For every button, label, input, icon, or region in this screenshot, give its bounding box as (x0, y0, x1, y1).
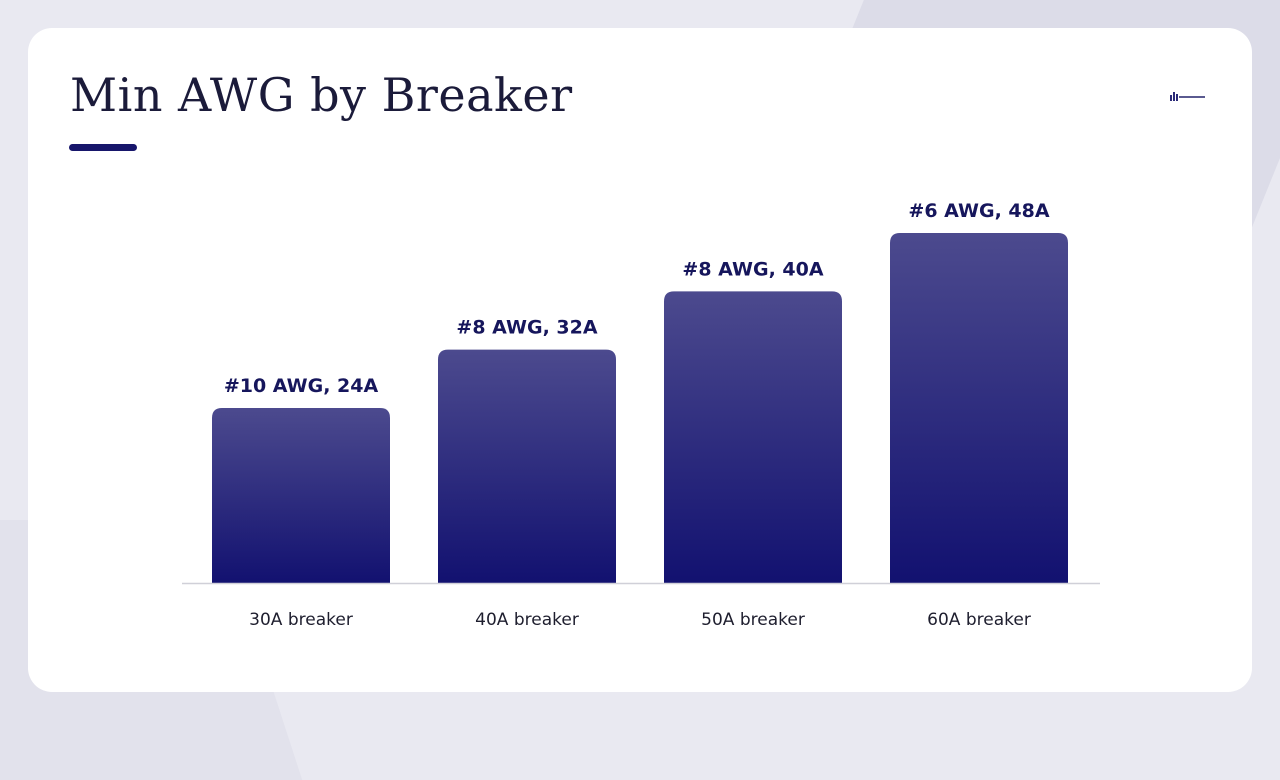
category-label: 40A breaker (475, 610, 579, 630)
title-underline (69, 144, 137, 151)
slide-title: Min AWG by Breaker (70, 68, 573, 122)
category-label: 60A breaker (927, 610, 1031, 630)
bar-60a-breaker (890, 233, 1068, 583)
bar-30a-breaker (212, 408, 390, 583)
bar-50a-breaker (664, 291, 842, 583)
slide-card: Min AWG by Breaker #10 AWG, 24A 30A break… (28, 28, 1252, 692)
bar-value-label: #8 AWG, 32A (456, 317, 597, 339)
bar-value-label: #8 AWG, 40A (682, 258, 823, 280)
bar-chart: #10 AWG, 24A 30A breaker #8 AWG, 32A 40A br… (182, 200, 1100, 630)
category-label: 30A breaker (249, 610, 353, 630)
bar-value-label: #6 AWG, 48A (908, 200, 1049, 222)
bar-40a-breaker (438, 349, 616, 583)
bar-value-label: #10 AWG, 24A (224, 375, 379, 397)
logo-icon (1170, 92, 1205, 101)
category-label: 50A breaker (701, 610, 805, 630)
